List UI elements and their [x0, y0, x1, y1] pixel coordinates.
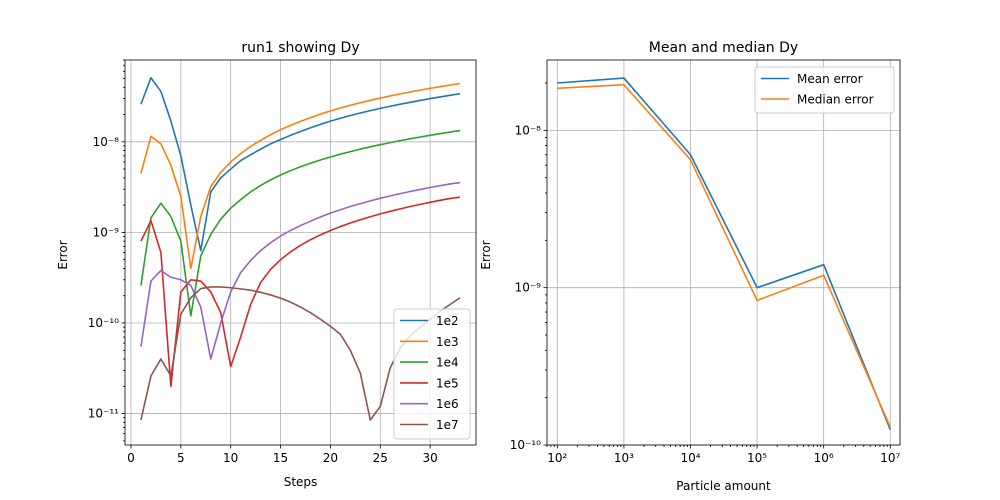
left-chart-x-tick-label: 15 — [273, 451, 288, 465]
right-chart-x-tick-label: 10³ — [614, 451, 634, 465]
right-chart-series-median-error — [557, 83, 892, 428]
left-chart-y-tick-label: 10⁻¹⁰ — [88, 316, 119, 330]
right-chart-series-mean-error — [557, 77, 892, 431]
left-chart-x-axis-label: Steps — [284, 475, 318, 489]
left-chart-x-tick-label: 25 — [373, 451, 388, 465]
right-chart-legend-label: Mean error — [797, 72, 863, 86]
right-chart-frame — [546, 59, 901, 446]
right-chart-x-axis-label: Particle amount — [676, 479, 771, 493]
right-chart-y-tick-label: 10⁻⁹ — [515, 281, 542, 295]
right-chart: 10² 10³ 10⁴ 10⁵ 10⁶ 10⁷ 10⁻¹⁰ 10⁻⁹ 10⁻⁸ Mean and… — [479, 40, 900, 493]
right-chart-x-tick-label: 10⁷ — [880, 451, 900, 465]
right-chart-x-tick-label: 10⁵ — [747, 451, 767, 465]
left-chart-y-axis-label: Error — [56, 240, 70, 269]
left-chart-legend-label: 1e3 — [436, 335, 459, 349]
right-chart-y-axis-label: Error — [479, 240, 493, 269]
left-chart-y-tick-label: 10⁻⁸ — [93, 135, 120, 149]
right-chart-legend-box — [754, 66, 895, 114]
left-chart-ticks: 0 5 10 15 20 25 30 10⁻¹¹ 10⁻¹⁰ 10⁻⁹ 10⁻⁸ — [88, 59, 438, 465]
right-chart-y-tick-label: 10⁻⁸ — [515, 123, 542, 137]
left-chart-y-tick-label: 10⁻⁹ — [93, 225, 120, 239]
right-chart-legend: Mean error Median error — [754, 66, 895, 114]
right-chart-series — [557, 77, 892, 431]
left-chart-x-tick-label: 20 — [323, 451, 338, 465]
right-chart-x-tick-label: 10⁶ — [814, 451, 834, 465]
right-chart-grid — [547, 60, 900, 446]
left-chart-series-1e5 — [140, 196, 461, 388]
left-chart-legend-label: 1e6 — [436, 397, 459, 411]
right-chart-x-tick-label: 10² — [547, 451, 567, 465]
right-chart-y-tick-label: 10⁻¹⁰ — [510, 438, 541, 452]
left-chart-series-1e3 — [140, 82, 461, 270]
left-chart-x-tick-label: 5 — [177, 451, 185, 465]
left-chart-y-tick-label: 10⁻¹¹ — [88, 407, 119, 421]
left-chart-x-tick-label: 10 — [223, 451, 238, 465]
left-chart-title: run1 showing Dy — [241, 40, 359, 56]
left-chart-legend-label: 1e5 — [436, 376, 459, 390]
left-chart-legend-label: 1e2 — [436, 314, 459, 328]
left-chart-legend-label: 1e7 — [436, 418, 459, 432]
left-chart-grid — [125, 60, 476, 445]
right-chart-legend-label: Median error — [797, 93, 874, 107]
left-chart-series-1e2 — [140, 76, 461, 252]
left-chart-legend-label: 1e4 — [436, 356, 459, 370]
left-chart: 0 5 10 15 20 25 30 10⁻¹¹ 10⁻¹⁰ 10⁻⁹ 10⁻⁸ run1 show… — [56, 40, 477, 489]
right-chart-ticks: 10² 10³ 10⁴ 10⁵ 10⁶ 10⁷ 10⁻¹⁰ 10⁻⁹ 10⁻⁸ — [510, 82, 900, 465]
right-chart-title: Mean and median Dy — [649, 40, 798, 56]
left-chart-series-1e4 — [140, 129, 461, 317]
left-chart-x-tick-label: 30 — [422, 451, 437, 465]
left-chart-x-tick-label: 0 — [127, 451, 135, 465]
left-chart-legend: 1e2 1e3 1e4 1e5 1e6 1e7 — [393, 308, 471, 440]
left-chart-series-1e6 — [140, 181, 461, 360]
left-chart-series — [140, 76, 461, 421]
right-chart-x-tick-label: 10⁴ — [680, 451, 700, 465]
